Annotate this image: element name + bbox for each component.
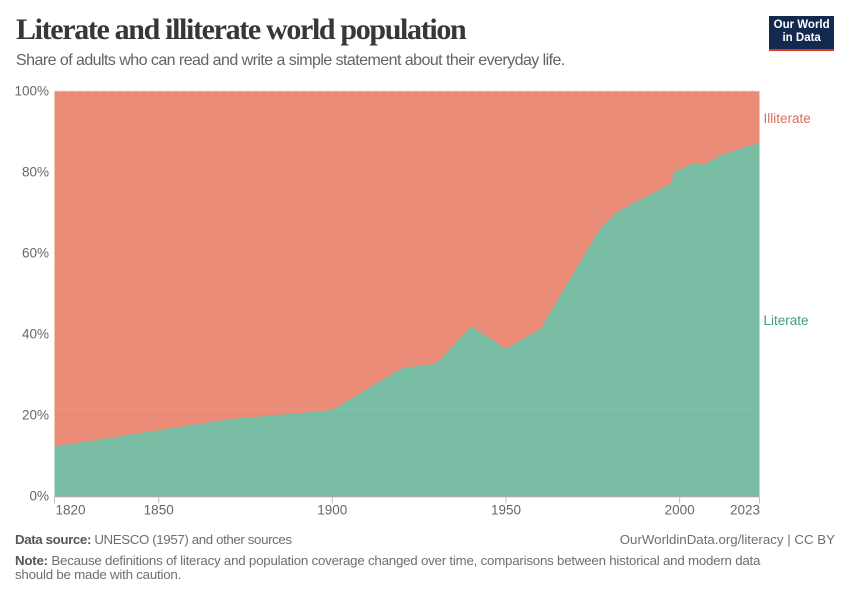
svg-text:2023: 2023 xyxy=(730,503,760,518)
svg-text:1950: 1950 xyxy=(491,503,521,518)
svg-text:60%: 60% xyxy=(22,246,49,261)
svg-text:Illiterate: Illiterate xyxy=(764,111,811,126)
svg-text:100%: 100% xyxy=(14,84,49,99)
svg-text:1900: 1900 xyxy=(317,503,347,518)
svg-text:1850: 1850 xyxy=(144,503,174,518)
svg-text:1820: 1820 xyxy=(56,503,86,518)
svg-text:2000: 2000 xyxy=(665,503,695,518)
svg-text:Literate: Literate xyxy=(764,313,809,328)
svg-text:20%: 20% xyxy=(22,408,49,423)
svg-text:0%: 0% xyxy=(29,489,49,504)
svg-text:80%: 80% xyxy=(22,165,49,180)
svg-text:40%: 40% xyxy=(22,327,49,342)
